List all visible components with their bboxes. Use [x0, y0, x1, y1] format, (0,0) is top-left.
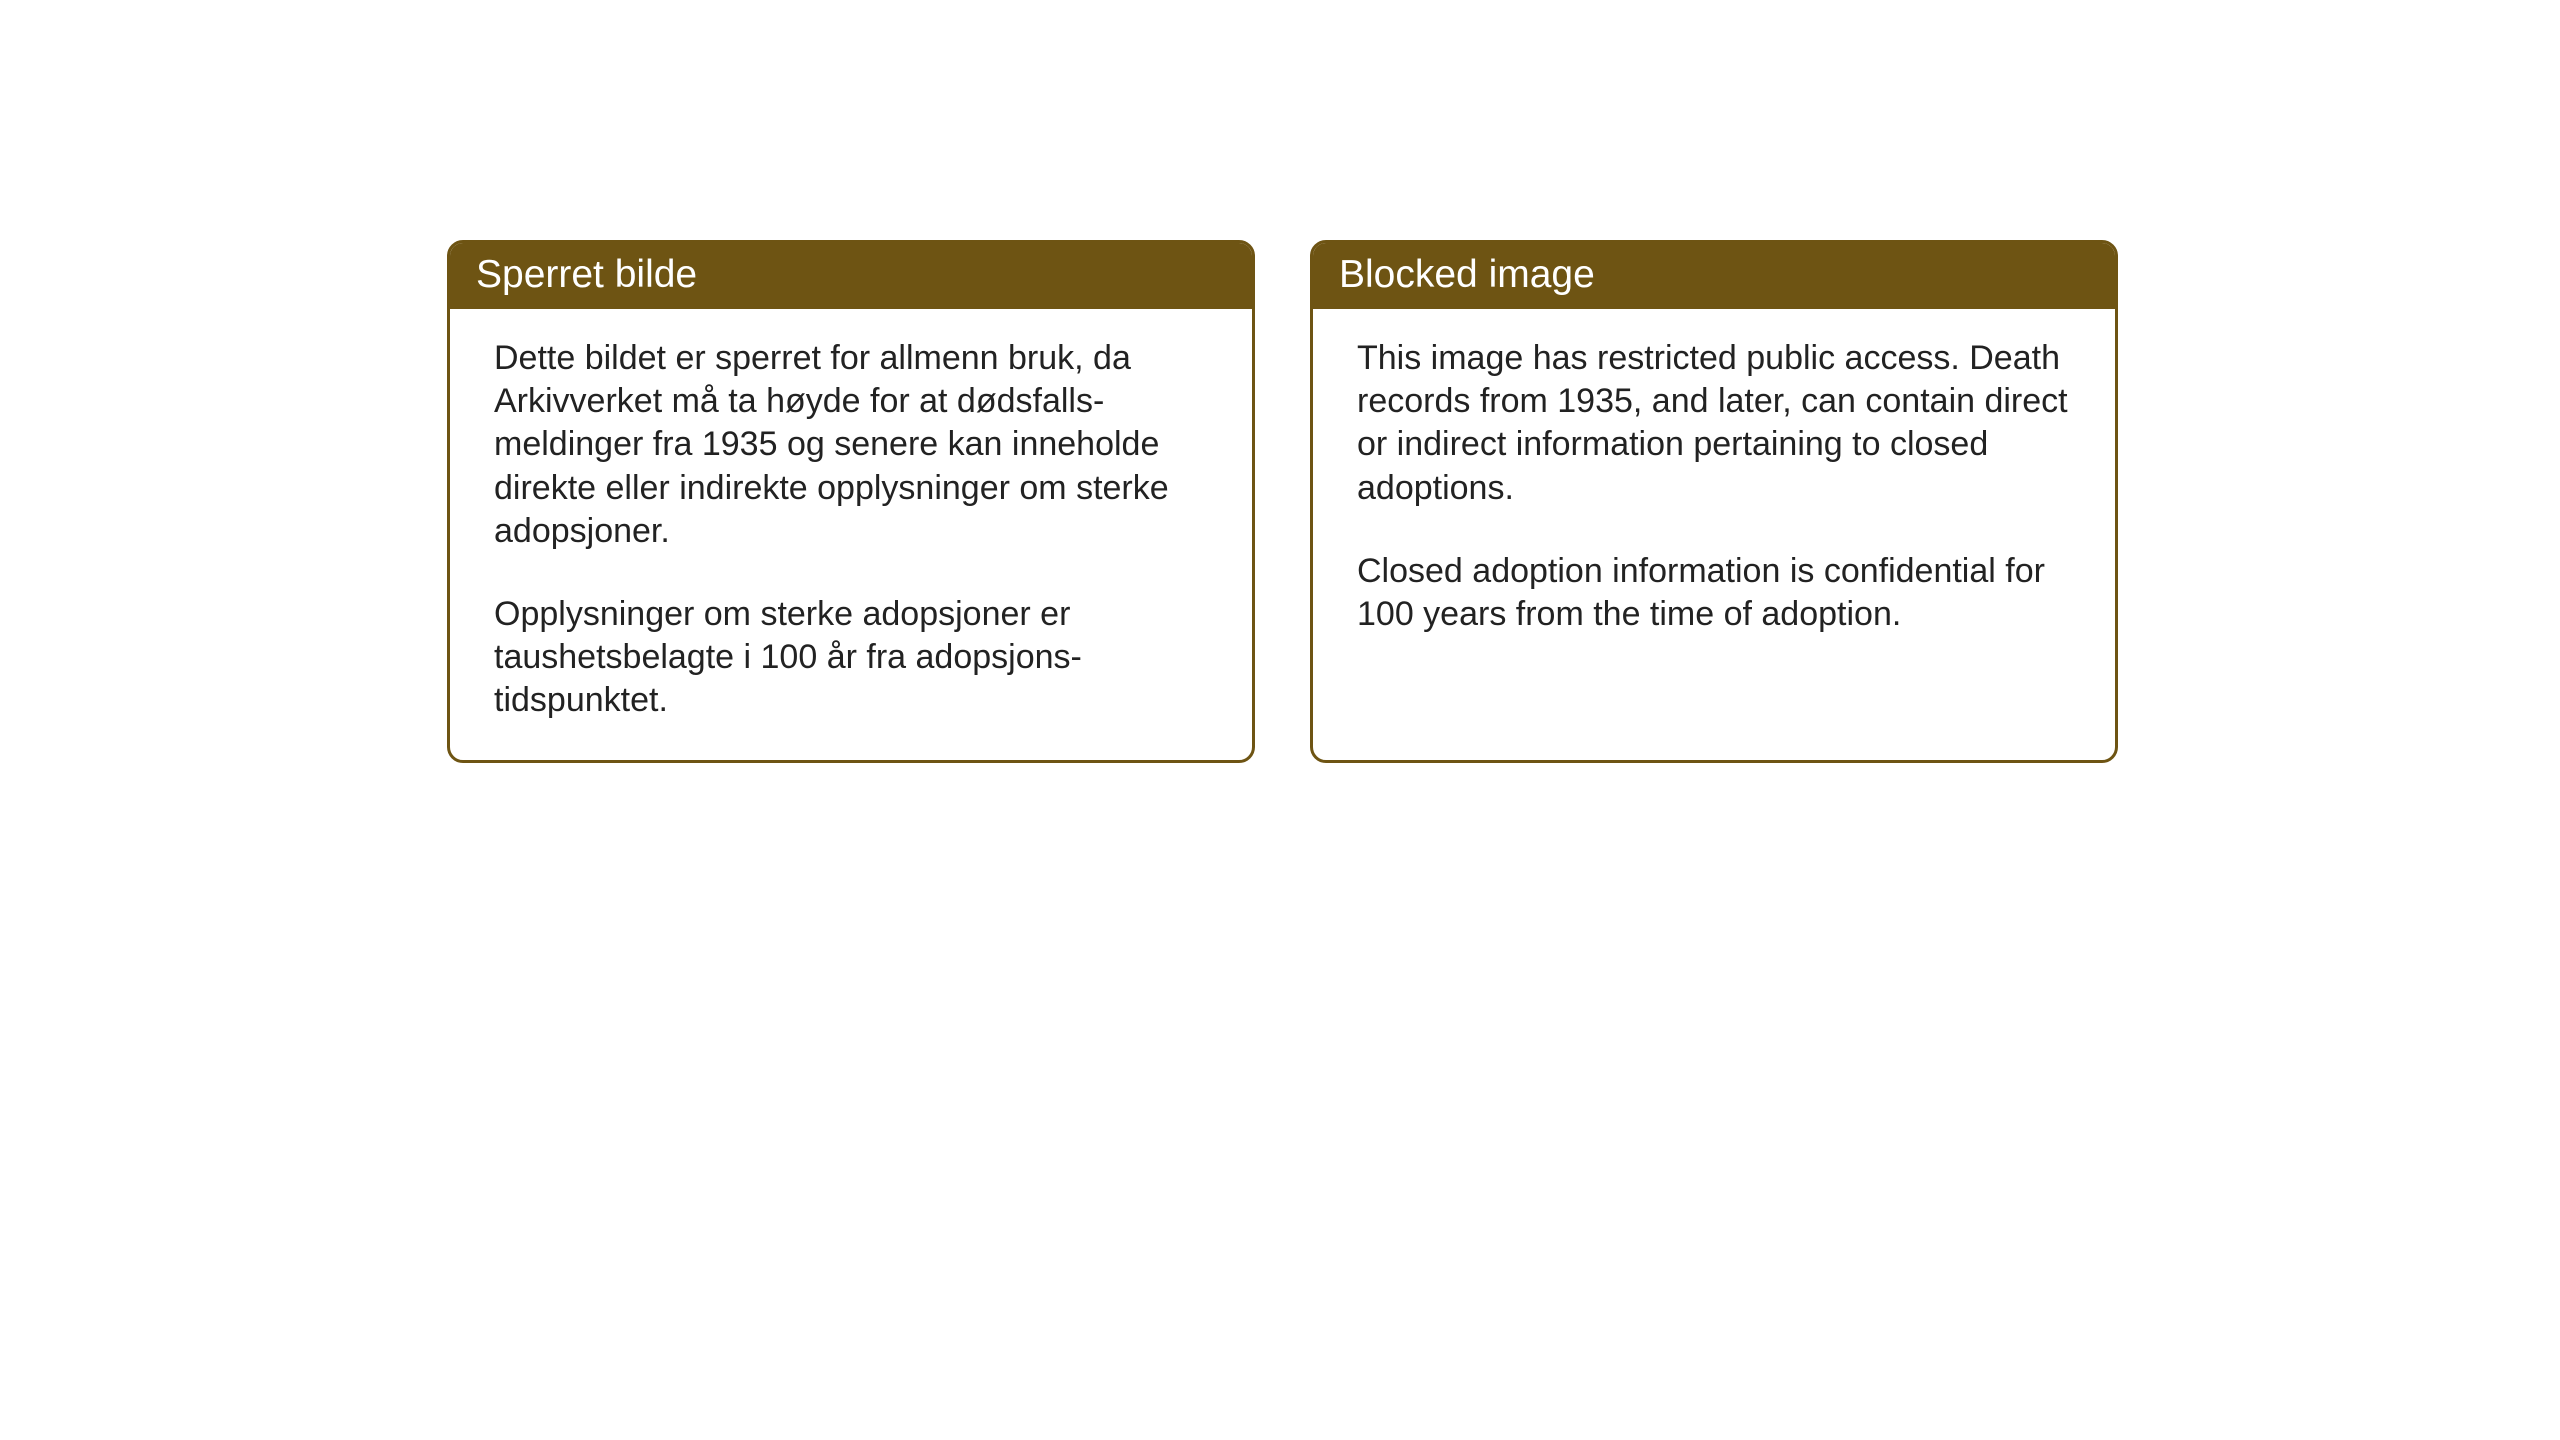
norwegian-paragraph-2: Opplysninger om sterke adopsjoner er tau…	[494, 593, 1208, 723]
english-card-header: Blocked image	[1313, 243, 2115, 309]
norwegian-paragraph-1: Dette bildet er sperret for allmenn bruk…	[494, 337, 1208, 553]
norwegian-card-title: Sperret bilde	[476, 253, 697, 296]
english-card-body: This image has restricted public access.…	[1313, 309, 2115, 674]
english-notice-card: Blocked image This image has restricted …	[1310, 240, 2118, 763]
norwegian-notice-card: Sperret bilde Dette bildet er sperret fo…	[447, 240, 1255, 763]
norwegian-card-header: Sperret bilde	[450, 243, 1252, 309]
english-card-title: Blocked image	[1339, 253, 1595, 296]
english-paragraph-2: Closed adoption information is confident…	[1357, 550, 2071, 636]
norwegian-card-body: Dette bildet er sperret for allmenn bruk…	[450, 309, 1252, 760]
notice-container: Sperret bilde Dette bildet er sperret fo…	[447, 240, 2118, 763]
english-paragraph-1: This image has restricted public access.…	[1357, 337, 2071, 510]
